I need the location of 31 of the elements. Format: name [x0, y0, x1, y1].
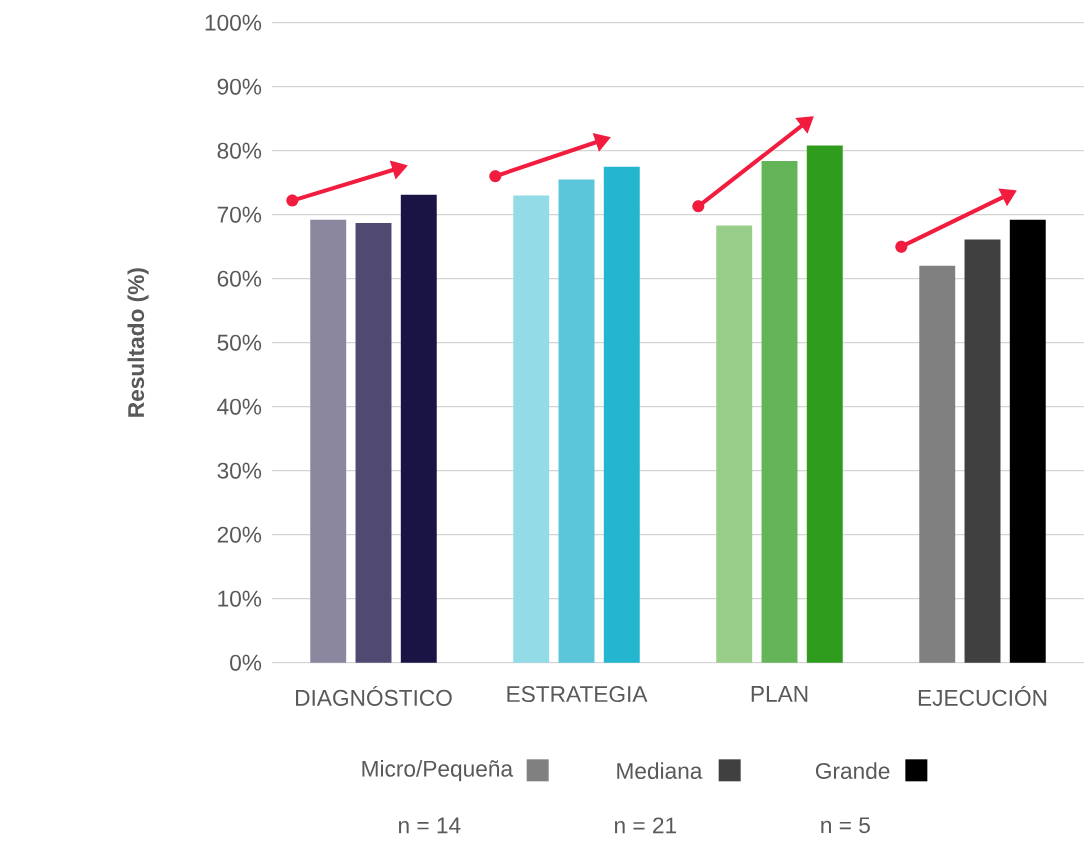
bar: [1009, 219, 1046, 663]
bar: [806, 145, 843, 663]
x-tick-label: EJECUCIÓN: [918, 685, 1047, 706]
y-tick-label: 90%: [217, 78, 262, 95]
y-tick-label: 30%: [217, 462, 262, 479]
y-tick-label: 50%: [217, 334, 262, 351]
y-tick-label: 40%: [217, 398, 262, 415]
text: n = 21: [615, 817, 677, 834]
text: n = 14: [399, 817, 461, 833]
x-tick-label: DIAGNÓSTICO: [296, 685, 452, 706]
y-tick-label: 80%: [217, 142, 262, 159]
legend-label: Micro/Pequeña: [362, 759, 514, 782]
y-tick-label: 70%: [217, 206, 262, 223]
bar: [513, 195, 550, 663]
x-tick-label: ESTRATEGIA: [507, 685, 648, 702]
x-tick-label: PLAN: [751, 685, 808, 702]
bar: [919, 265, 956, 663]
bar: [400, 194, 437, 663]
legend-label: Grande: [815, 762, 890, 779]
y-tick-label: 0%: [230, 654, 262, 671]
y-tick-label: 20%: [217, 526, 262, 543]
y-axis-title: Resultado (%): [127, 268, 149, 417]
legend-label: Mediana: [617, 762, 703, 779]
text: n = 5: [821, 817, 870, 834]
y-tick-label: 100%: [205, 14, 262, 31]
y-tick-label: 60%: [217, 270, 262, 287]
y-tick-label: 10%: [218, 590, 262, 607]
bar: [355, 222, 392, 663]
bar: [310, 219, 347, 663]
bar: [603, 166, 640, 663]
bar: [716, 225, 753, 663]
